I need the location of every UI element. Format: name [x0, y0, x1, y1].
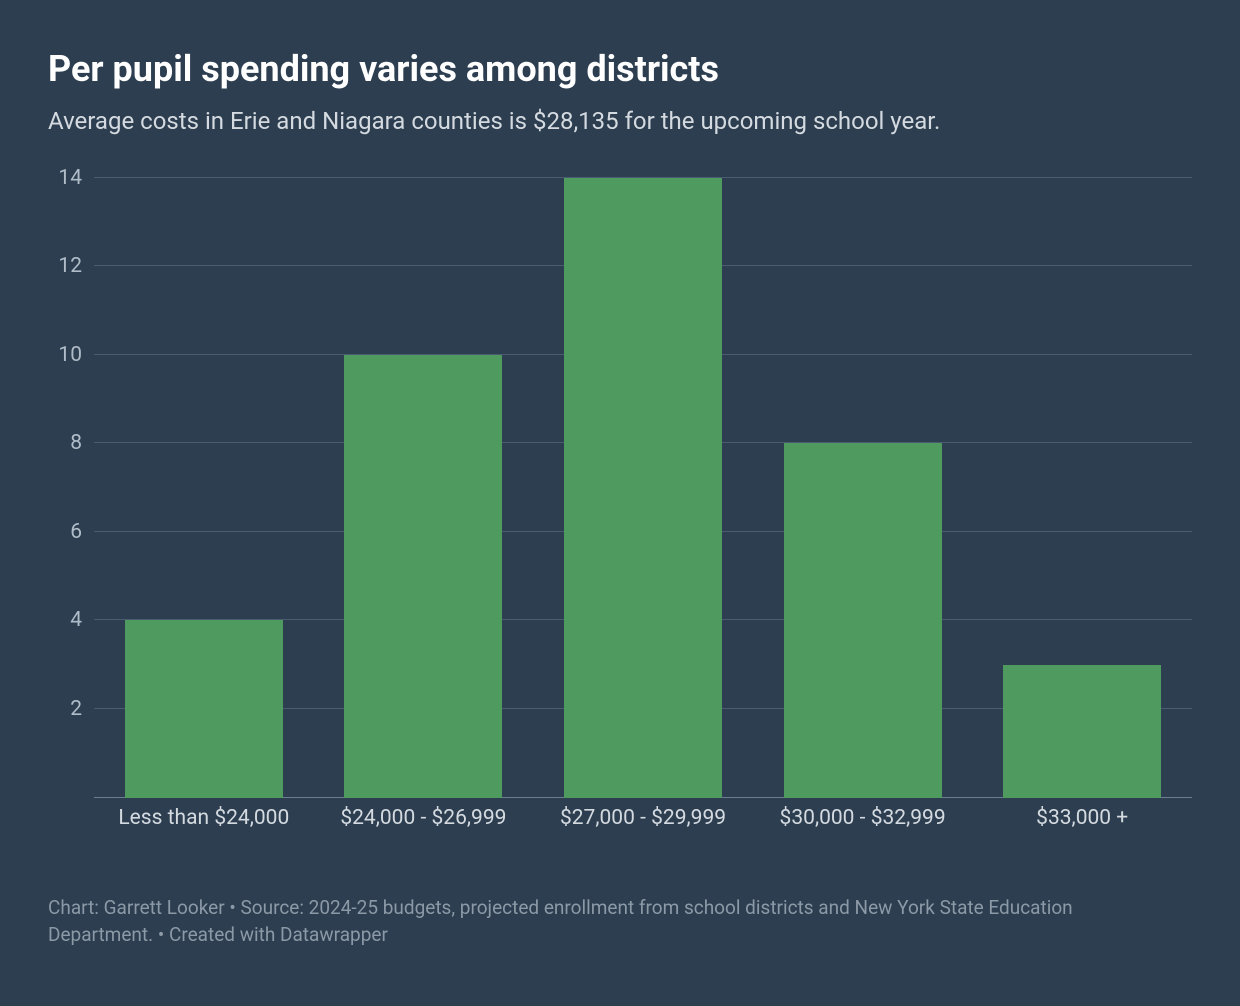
y-tick-label: 2 — [70, 697, 94, 721]
x-tick-label: $27,000 - $29,999 — [560, 806, 726, 830]
plot-area: 2468101214 — [94, 178, 1192, 798]
y-tick-label: 12 — [58, 254, 94, 278]
x-tick-label: $30,000 - $32,999 — [780, 806, 946, 830]
bar — [564, 178, 722, 798]
y-tick-label: 10 — [58, 343, 94, 367]
x-tick-label: $33,000 + — [1036, 806, 1128, 830]
chart-footer: Chart: Garrett Looker • Source: 2024-25 … — [48, 894, 1148, 949]
bar — [784, 443, 942, 797]
x-tick-label: Less than $24,000 — [118, 806, 289, 830]
bar — [344, 355, 502, 798]
y-tick-label: 4 — [70, 608, 94, 632]
x-tick-label: $24,000 - $26,999 — [340, 806, 506, 830]
y-tick-label: 8 — [70, 431, 94, 455]
x-axis: Less than $24,000 $24,000 - $26,999 $27,00… — [94, 798, 1192, 838]
bar — [1003, 665, 1161, 798]
y-tick-label: 14 — [58, 166, 94, 190]
chart-container: 2468101214 Less than $24,000 $24,000 - $2… — [48, 178, 1192, 838]
bar — [125, 620, 283, 797]
chart-subtitle: Average costs in Erie and Niagara counti… — [48, 105, 1192, 137]
chart-title: Per pupil spending varies among district… — [48, 48, 1192, 91]
y-tick-label: 6 — [70, 520, 94, 544]
